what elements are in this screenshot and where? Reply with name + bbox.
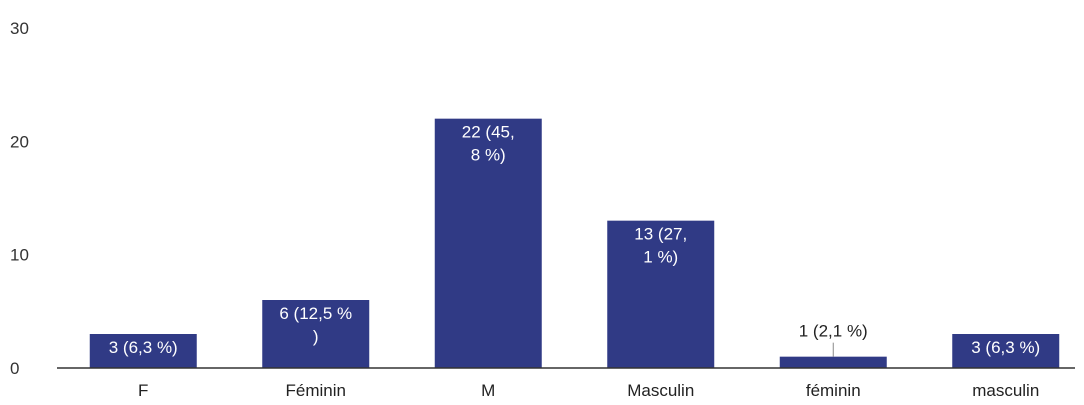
bars: 3 (6,3 %) 6 (12,5 %) 22 (45, 8 %) 13 (27, 1 %…	[89, 118, 1060, 369]
x-tick-label: Masculin	[627, 381, 694, 400]
bar-data-label: 3 (6,3 %)	[109, 338, 178, 357]
bar-data-label: 8 %)	[471, 146, 506, 165]
x-axis: F Féminin M Masculin féminin masculin	[57, 367, 1075, 400]
x-tick-label: féminin	[806, 381, 861, 400]
bar	[607, 220, 715, 368]
bar-data-label: 1 %)	[643, 248, 678, 267]
bar	[779, 356, 887, 368]
bar	[952, 334, 1060, 368]
bar-data-label: 13 (27,	[634, 225, 687, 244]
x-tick-label: M	[481, 381, 495, 400]
x-tick-label: masculin	[972, 381, 1039, 400]
bar	[89, 334, 197, 368]
y-tick-label: 30	[10, 19, 29, 38]
y-tick-label: 10	[10, 246, 29, 265]
y-tick-label: 20	[10, 132, 29, 151]
bar	[262, 300, 370, 368]
bar-data-label: 6 (12,5 %	[279, 304, 352, 323]
bar-data-label: 22 (45,	[462, 123, 515, 142]
y-axis: 0 10 20 30	[10, 19, 29, 378]
x-tick-label: Féminin	[286, 381, 346, 400]
bar-data-label: 1 (2,1 %)	[799, 322, 868, 341]
bar-data-label: 3 (6,3 %)	[971, 338, 1040, 357]
bar-data-label: )	[313, 327, 319, 346]
y-tick-label: 0	[10, 359, 19, 378]
x-tick-label: F	[138, 381, 148, 400]
bar	[434, 118, 542, 369]
